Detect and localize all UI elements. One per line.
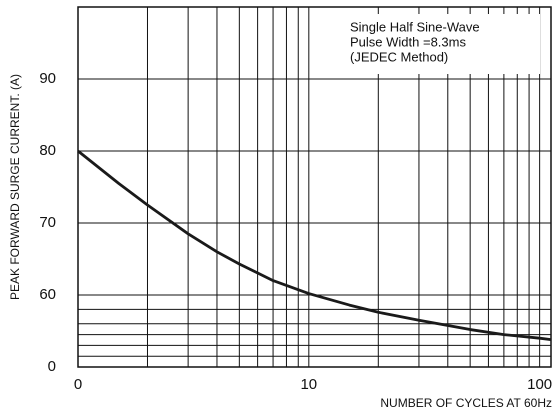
annotation: Pulse Width =8.3ms — [350, 34, 466, 49]
y-tick-label: 60 — [39, 286, 56, 303]
y-tick-label: 90 — [39, 70, 56, 87]
y-axis-label: PEAK FORWARD SURGE CURRENT. (A) — [8, 74, 22, 300]
annotation-box — [340, 14, 540, 74]
annotation: (JEDEC Method) — [350, 49, 448, 64]
y-tick-label: 0 — [48, 358, 56, 375]
x-tick-label: 100 — [527, 376, 552, 393]
x-axis-label: NUMBER OF CYCLES AT 60Hz — [380, 396, 552, 410]
x-tick-label: 0 — [74, 376, 82, 393]
y-tick-label: 80 — [39, 142, 56, 159]
y-tick-label: 70 — [39, 214, 56, 231]
annotation: Single Half Sine-Wave — [350, 19, 480, 34]
data-line — [77, 149, 552, 342]
x-tick-label: 10 — [300, 376, 317, 393]
